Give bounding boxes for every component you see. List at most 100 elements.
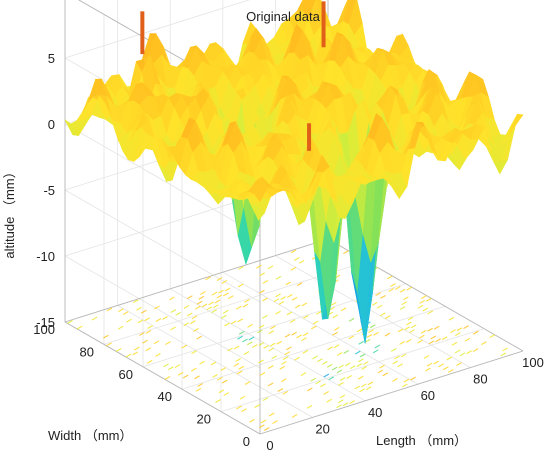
contour-segment (163, 363, 169, 368)
contour-segment (186, 312, 193, 317)
grid-line (64, 123, 261, 237)
contour-segment (306, 387, 313, 392)
contour-segment (419, 299, 426, 304)
contour-segment (340, 307, 347, 312)
contour-segment (284, 333, 291, 338)
contour-segment (388, 288, 395, 292)
contour-segment (67, 320, 73, 324)
contour-segment (330, 301, 337, 306)
x-axis-label: Length （mm） (376, 433, 467, 448)
contour-segment (191, 315, 198, 320)
contour-segment (206, 306, 213, 311)
contour-segment (377, 369, 384, 374)
contour-segment (367, 381, 374, 386)
contour-segment (220, 367, 227, 371)
contour-segment (423, 355, 430, 359)
contour-segment (201, 303, 208, 308)
contour-segment (336, 352, 343, 356)
contour-segment (418, 334, 425, 339)
contour-segment (258, 324, 265, 329)
contour-segment (142, 339, 148, 344)
contour-segment (375, 292, 381, 297)
contour-segment (333, 326, 340, 331)
contour-segment (233, 362, 240, 367)
contour-segment (242, 303, 249, 308)
contour-segment (275, 310, 281, 315)
contour-segment (448, 316, 455, 321)
grid-line (220, 328, 485, 412)
x-tick-label: 100 (522, 355, 544, 370)
contour-segment (364, 338, 371, 343)
contour-segment (272, 420, 278, 425)
contour-segment (406, 321, 412, 326)
contour-segment (403, 378, 410, 383)
contour-segment (290, 249, 297, 254)
grid-line (117, 305, 313, 418)
contour-segment (267, 365, 274, 369)
contour-segment (196, 300, 203, 305)
contour-segment (177, 371, 184, 376)
contour-segment (147, 325, 153, 329)
contour-segment (420, 329, 427, 334)
contour-segment (260, 419, 267, 424)
contour-segment (343, 349, 350, 354)
contour-segment (312, 320, 319, 325)
contour-segment (359, 353, 366, 358)
surface-facet (493, 159, 509, 175)
contour-segment (237, 318, 244, 323)
contour-segment (379, 364, 385, 369)
contour-segment (235, 358, 241, 362)
contour-segment (221, 279, 228, 284)
grid-line (181, 305, 446, 390)
contour-segment (214, 299, 221, 304)
contour-segment (312, 355, 318, 360)
contour-segment (290, 266, 297, 271)
contour-segment (447, 369, 454, 373)
contour-segment (208, 301, 214, 306)
grid-line (275, 255, 471, 368)
contour-segment (291, 413, 298, 418)
contour-segment (435, 338, 441, 343)
contour-segment (215, 399, 221, 404)
z-tick-label: -15 (36, 315, 55, 330)
contour-segment (273, 298, 280, 303)
contour-segment (221, 379, 228, 384)
contour-segment (361, 366, 367, 370)
contour-segment (348, 317, 355, 322)
contour-segment (235, 305, 242, 310)
contour-segment (337, 399, 344, 404)
contour-segment (205, 276, 211, 281)
contour-segment (227, 347, 233, 352)
x-tick-label: 20 (315, 421, 329, 436)
contour-segment (262, 280, 269, 284)
contour-segment (338, 364, 344, 369)
contour-segment (430, 335, 437, 340)
contour-segment (356, 328, 363, 333)
contour-segment (296, 282, 303, 287)
contour-segment (223, 292, 229, 297)
contour-segment (338, 382, 344, 386)
surface-spike (307, 123, 312, 151)
contour-segment (298, 259, 305, 264)
contour-segment (417, 339, 423, 344)
contour-segment (249, 418, 255, 423)
contour-segment (463, 325, 469, 330)
contour-segment (286, 346, 292, 351)
contour-segment (195, 387, 202, 392)
contour-segment (454, 349, 461, 354)
contour-segment (348, 335, 355, 340)
surface (64, 0, 524, 344)
contour-segment (343, 250, 349, 255)
contour-segment (276, 340, 283, 345)
surface-facet (296, 0, 307, 12)
contour-segment (410, 376, 416, 381)
contour-segment (323, 391, 329, 395)
contour-segment (162, 316, 168, 320)
box-edge (64, 321, 261, 435)
contour-segment (373, 331, 379, 336)
contour-segment (459, 352, 466, 357)
contour-segment (394, 355, 400, 360)
contour-segment (125, 353, 132, 358)
grid-line (64, 255, 261, 369)
contour-segment (246, 341, 253, 346)
